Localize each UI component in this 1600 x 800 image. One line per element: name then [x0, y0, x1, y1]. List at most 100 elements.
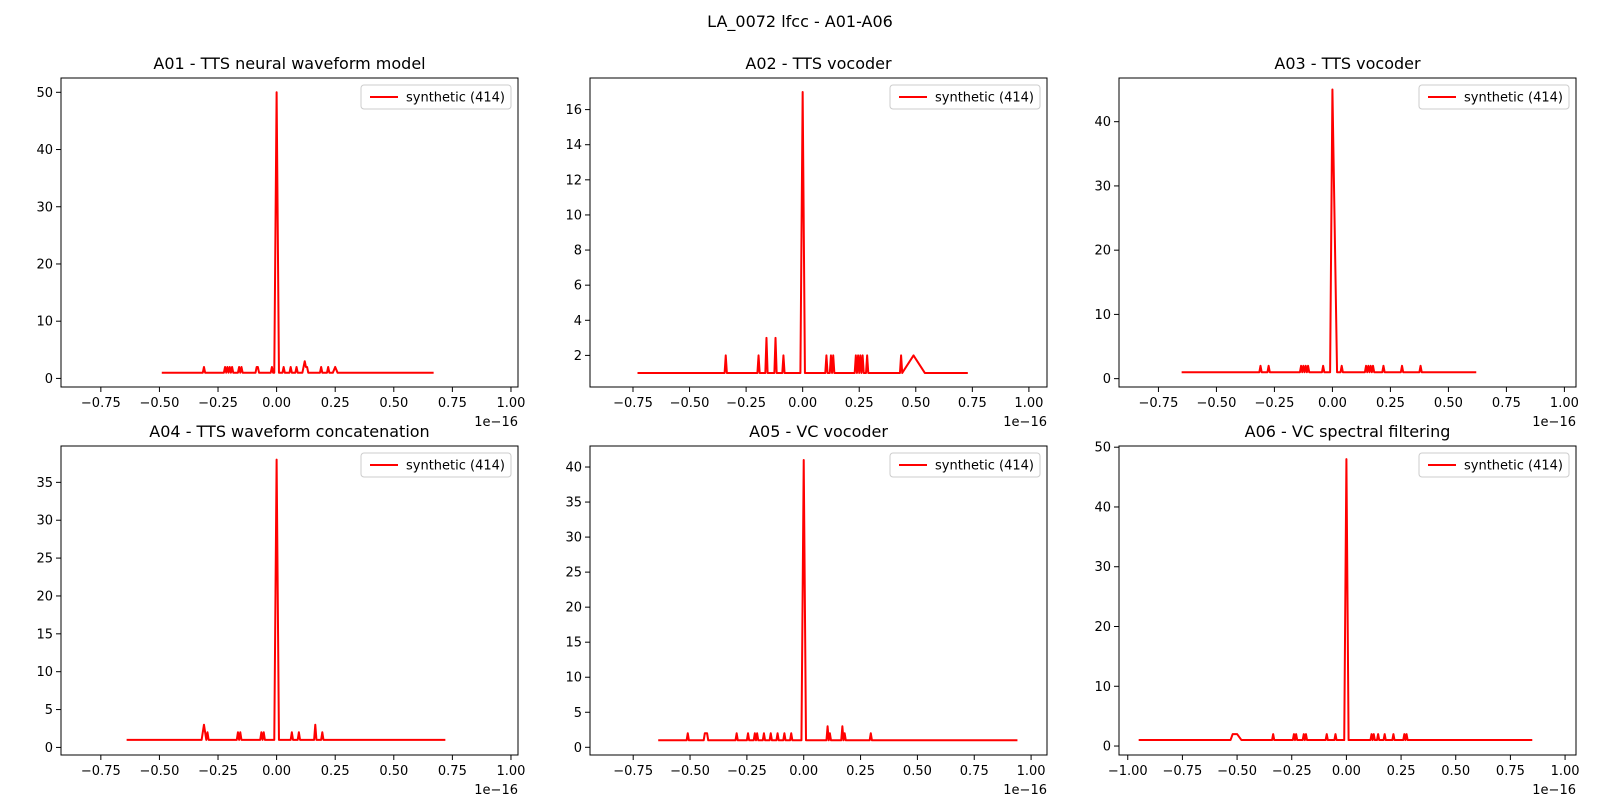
axes-frame	[1118, 445, 1577, 756]
y-tick-label: 15	[565, 636, 582, 651]
x-tick-label: −1.00	[1108, 764, 1148, 779]
y-tick-label: 30	[565, 531, 582, 546]
x-scale-offset-label: 1e−16	[1532, 783, 1576, 798]
subplot-3: A03 - TTS vocoder −0.75 −0.50 −0.25 0.00 0.25…	[1094, 54, 1578, 430]
figure-title: LA_0072 lfcc - A01-A06	[707, 12, 893, 31]
legend-box	[889, 84, 1041, 110]
x-tick-label: −0.25	[1255, 396, 1295, 411]
axes-frame	[1118, 77, 1577, 388]
x-tick-label: 0.25	[1376, 396, 1405, 411]
x-tick-label: −0.25	[726, 396, 766, 411]
legend-label: synthetic (414)	[406, 91, 505, 106]
x-tick-label: −0.50	[670, 396, 710, 411]
y-tick-label: 30	[1094, 560, 1111, 575]
x-tick-label: −0.50	[1197, 396, 1237, 411]
y-tick-label: 0	[1103, 740, 1111, 755]
x-tick-label: 0.50	[901, 396, 930, 411]
x-tick-label: −0.25	[1272, 764, 1312, 779]
y-tick-label: 5	[574, 706, 582, 721]
x-tick-label: 0.25	[321, 764, 350, 779]
x-scale-offset-label: 1e−16	[1003, 415, 1047, 430]
series-line	[637, 91, 968, 374]
legend-label: synthetic (414)	[406, 459, 505, 474]
y-tick-label: 25	[36, 552, 53, 567]
x-tick-label: −0.75	[613, 764, 653, 779]
legend-label: synthetic (414)	[1464, 91, 1563, 106]
y-tick-label: 40	[1094, 500, 1111, 515]
y-tick-label: 5	[45, 703, 53, 718]
x-tick-label: 0.00	[262, 764, 291, 779]
subplot-6: A06 - VC spectral filtering −1.00 −0.75 −0.…	[1094, 422, 1579, 798]
x-tick-label: −0.50	[670, 764, 710, 779]
x-tick-label: 0.50	[903, 764, 932, 779]
x-tick-label: 0.00	[789, 764, 818, 779]
y-tick-label: 10	[36, 315, 53, 330]
x-tick-label: −0.25	[727, 764, 767, 779]
subplot-title: A01 - TTS neural waveform model	[153, 54, 425, 73]
y-tick-label: 20	[1094, 244, 1111, 259]
x-tick-label: −0.25	[198, 764, 238, 779]
legend-box	[360, 84, 512, 110]
x-tick-label: −0.75	[81, 396, 121, 411]
x-tick-label: 0.25	[846, 764, 875, 779]
axes-frame	[589, 77, 1048, 388]
y-tick-label: 6	[574, 279, 582, 294]
x-tick-label: 1.00	[496, 764, 525, 779]
legend-box	[889, 452, 1041, 478]
subplot-title: A02 - TTS vocoder	[745, 54, 892, 73]
x-tick-label: 0.25	[1387, 764, 1416, 779]
y-tick-label: 0	[574, 741, 582, 756]
subplot-title: A05 - VC vocoder	[749, 422, 888, 441]
y-tick-label: 20	[36, 257, 53, 272]
y-tick-label: 14	[565, 138, 582, 153]
y-tick-label: 30	[1094, 179, 1111, 194]
x-scale-offset-label: 1e−16	[474, 415, 518, 430]
legend-label: synthetic (414)	[1464, 459, 1563, 474]
legend-box	[1418, 84, 1570, 110]
legend-box	[1418, 452, 1570, 478]
x-tick-label: −0.75	[1139, 396, 1179, 411]
x-scale-offset-label: 1e−16	[474, 783, 518, 798]
x-tick-label: 1.00	[1017, 764, 1046, 779]
x-tick-label: 1.00	[1551, 764, 1580, 779]
x-tick-label: 0.50	[1434, 396, 1463, 411]
x-tick-label: 1.00	[1550, 396, 1579, 411]
series-line	[161, 91, 434, 374]
y-tick-label: 20	[565, 601, 582, 616]
y-tick-label: 20	[36, 589, 53, 604]
x-tick-label: 0.25	[321, 396, 350, 411]
x-tick-label: 0.75	[438, 396, 467, 411]
y-tick-label: 40	[565, 461, 582, 476]
x-tick-label: 0.00	[262, 396, 291, 411]
subplot-title: A04 - TTS waveform concatenation	[149, 422, 429, 441]
y-tick-label: 4	[574, 314, 582, 329]
subplot-title: A03 - TTS vocoder	[1274, 54, 1421, 73]
y-tick-label: 10	[1094, 680, 1111, 695]
x-scale-offset-label: 1e−16	[1532, 415, 1576, 430]
x-tick-label: 1.00	[1014, 396, 1043, 411]
x-tick-label: −0.75	[1162, 764, 1202, 779]
y-tick-label: 10	[36, 665, 53, 680]
x-tick-label: −0.75	[613, 396, 653, 411]
y-tick-label: 50	[36, 86, 53, 101]
x-tick-label: 0.00	[788, 396, 817, 411]
y-tick-label: 35	[565, 496, 582, 511]
x-tick-label: 0.50	[379, 764, 408, 779]
x-tick-label: 0.00	[1332, 764, 1361, 779]
y-tick-label: 30	[36, 514, 53, 529]
y-tick-label: 25	[565, 566, 582, 581]
subplot-4: A04 - TTS waveform concatenation −0.75 −0.…	[36, 422, 525, 798]
y-tick-label: 8	[574, 244, 582, 259]
x-tick-label: 1.00	[496, 396, 525, 411]
y-tick-label: 35	[36, 476, 53, 491]
legend-box	[360, 452, 512, 478]
x-tick-label: 0.50	[379, 396, 408, 411]
x-tick-label: 0.75	[958, 396, 987, 411]
legend: synthetic (414)	[1418, 452, 1570, 478]
subplot-1: A01 - TTS neural waveform model −0.75 −0.5…	[36, 54, 525, 430]
x-tick-label: 0.75	[438, 764, 467, 779]
y-tick-label: 12	[565, 173, 582, 188]
y-tick-label: 40	[1094, 115, 1111, 130]
x-tick-label: 0.50	[1441, 764, 1470, 779]
